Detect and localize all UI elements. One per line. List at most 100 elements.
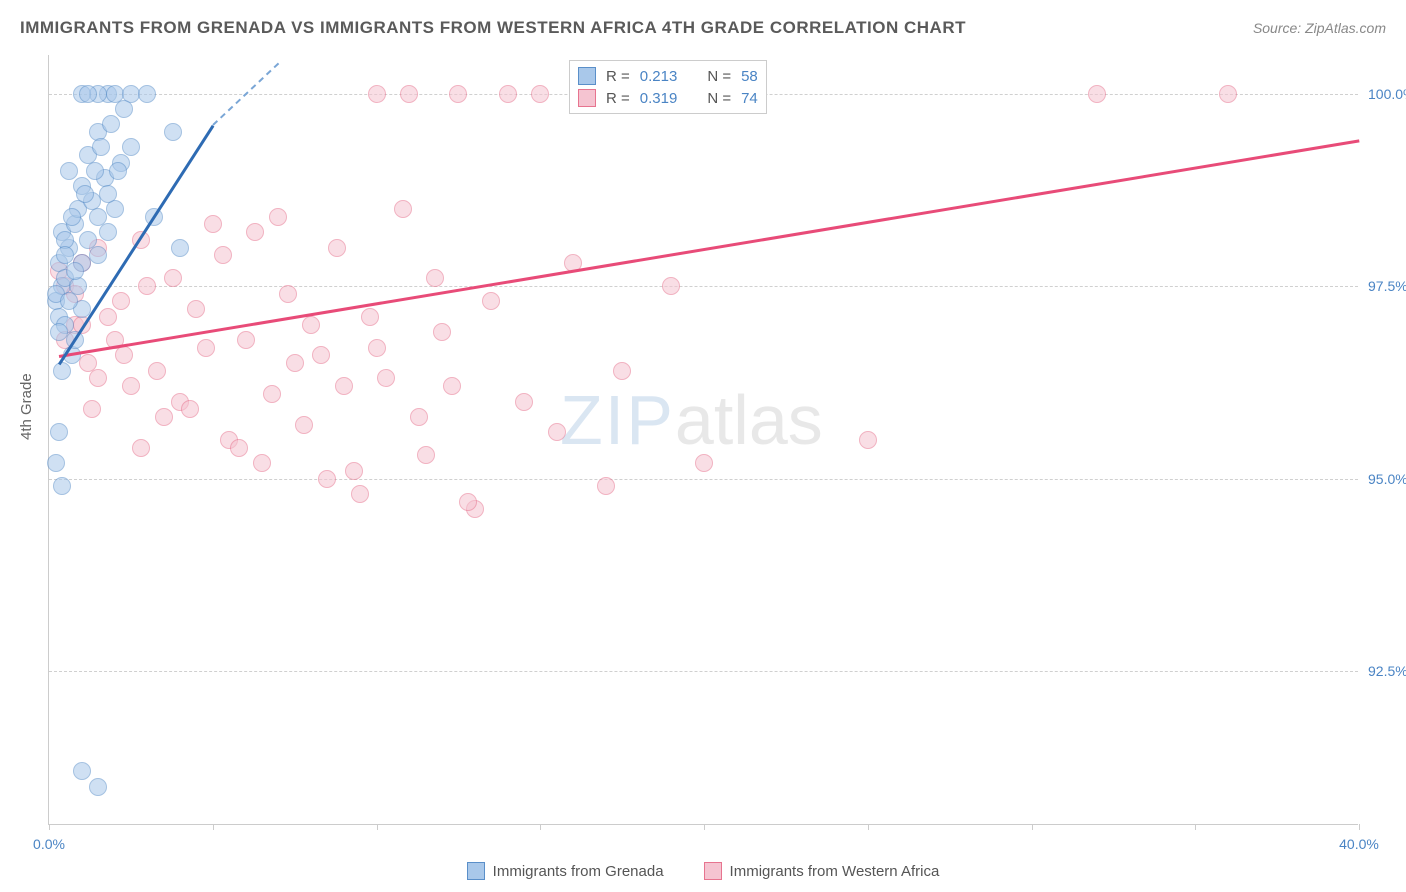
y-tick-label: 100.0% [1368,86,1406,102]
data-point [164,123,182,141]
data-point [73,762,91,780]
data-point [89,778,107,796]
data-point [597,477,615,495]
data-point [187,300,205,318]
stat-r-value: 0.319 [640,90,678,107]
legend-item-grenada: Immigrants from Grenada [467,862,664,880]
data-point [433,323,451,341]
data-point [426,269,444,287]
data-point [499,85,517,103]
trend-line [212,63,279,126]
data-point [377,369,395,387]
gridline [49,671,1358,672]
stats-swatch [578,89,596,107]
gridline [49,286,1358,287]
x-tick-label: 0.0% [33,836,65,852]
data-point [99,185,117,203]
stat-n-value: 74 [741,90,758,107]
data-point [214,246,232,264]
data-point [86,162,104,180]
data-point [109,162,127,180]
data-point [368,85,386,103]
stats-row: R =0.213N =58 [578,65,758,87]
stats-box: R =0.213N =58R =0.319N =74 [569,60,767,114]
data-point [63,208,81,226]
data-point [112,292,130,310]
x-tick-mark [1195,824,1196,830]
data-point [279,285,297,303]
stat-r-value: 0.213 [640,68,678,85]
data-point [531,85,549,103]
stat-r-label: R = [606,90,630,107]
data-point [1088,85,1106,103]
data-point [312,346,330,364]
data-point [83,400,101,418]
chart-title: IMMIGRANTS FROM GRENADA VS IMMIGRANTS FR… [20,18,966,38]
x-tick-mark [540,824,541,830]
data-point [400,85,418,103]
y-tick-label: 97.5% [1368,278,1406,294]
stats-row: R =0.319N =74 [578,87,758,109]
data-point [164,269,182,287]
data-point [1219,85,1237,103]
data-point [132,439,150,457]
data-point [122,377,140,395]
data-point [368,339,386,357]
data-point [60,162,78,180]
data-point [443,377,461,395]
x-tick-mark [213,824,214,830]
stat-r-label: R = [606,68,630,85]
data-point [89,246,107,264]
legend-label-westernafrica: Immigrants from Western Africa [730,863,940,880]
data-point [92,138,110,156]
data-point [263,385,281,403]
data-point [459,493,477,511]
data-point [89,369,107,387]
data-point [410,408,428,426]
data-point [449,85,467,103]
x-tick-mark [377,824,378,830]
data-point [122,138,140,156]
trend-line [59,140,1360,358]
data-point [102,115,120,133]
x-tick-mark [704,824,705,830]
data-point [106,200,124,218]
data-point [53,362,71,380]
legend-item-westernafrica: Immigrants from Western Africa [704,862,940,880]
data-point [253,454,271,472]
data-point [138,277,156,295]
data-point [417,446,435,464]
x-tick-mark [1359,824,1360,830]
data-point [246,223,264,241]
data-point [181,400,199,418]
data-point [230,439,248,457]
data-point [351,485,369,503]
data-point [155,408,173,426]
bottom-legend: Immigrants from Grenada Immigrants from … [0,862,1406,880]
source-label: Source: ZipAtlas.com [1253,20,1386,36]
stat-n-label: N = [707,68,731,85]
data-point [482,292,500,310]
data-point [47,454,65,472]
data-point [515,393,533,411]
legend-swatch-westernafrica [704,862,722,880]
legend-label-grenada: Immigrants from Grenada [493,863,664,880]
y-axis-label: 4th Grade [18,373,35,440]
x-tick-mark [1032,824,1033,830]
x-tick-mark [49,824,50,830]
data-point [138,85,156,103]
data-point [318,470,336,488]
data-point [335,377,353,395]
data-point [99,308,117,326]
data-point [99,223,117,241]
data-point [66,262,84,280]
x-tick-mark [868,824,869,830]
data-point [50,423,68,441]
data-point [79,231,97,249]
data-point [60,292,78,310]
data-point [286,354,304,372]
legend-swatch-grenada [467,862,485,880]
data-point [237,331,255,349]
data-point [269,208,287,226]
data-point [115,100,133,118]
